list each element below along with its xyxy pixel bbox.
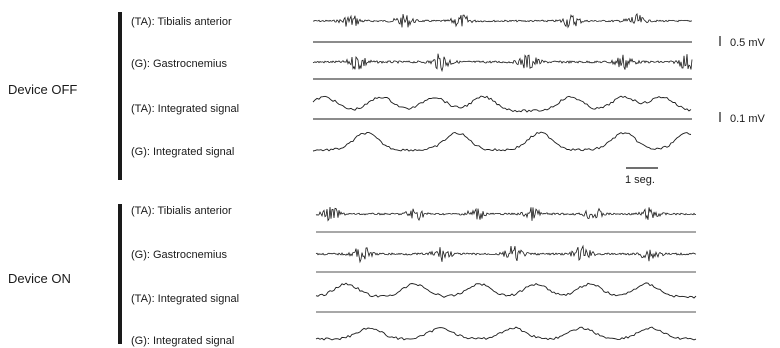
time-scale-label: 1 seg. [625, 174, 655, 186]
device-on-label: Device ON [8, 271, 71, 286]
off-ta-emg-label: (TA): Tibialis anterior [131, 16, 232, 28]
on-g-emg-trace [315, 244, 697, 264]
integrated-amplitude-scale-label: 0.1 mV [730, 113, 766, 125]
emg-amplitude-scale-label: 0.5 mV [730, 37, 766, 49]
off-ta-emg-trace [312, 13, 693, 29]
off-g-integrated-label: (G): Integrated signal [131, 146, 234, 158]
on-g-integrated-trace [315, 326, 697, 341]
device-on-bracket [118, 204, 122, 344]
on-ta-emg-trace [315, 206, 696, 222]
on-ta-emg-label: (TA): Tibialis anterior [131, 205, 232, 217]
off-ta-integrated-label: (TA): Integrated signal [131, 103, 239, 115]
on-g-emg-label: (G): Gastrocnemius [131, 249, 227, 261]
off-g-integrated-trace [312, 131, 692, 152]
on-ta-integrated-label: (TA): Integrated signal [131, 293, 239, 305]
device-off-bracket [118, 12, 122, 180]
on-g-integrated-label: (G): Integrated signal [131, 335, 234, 347]
device-off-label: Device OFF [8, 82, 77, 97]
off-g-emg-label: (G): Gastrocnemius [131, 58, 227, 70]
off-g-emg-trace [312, 53, 693, 73]
on-ta-integrated-trace [315, 282, 697, 299]
off-ta-integrated-trace [312, 95, 692, 113]
